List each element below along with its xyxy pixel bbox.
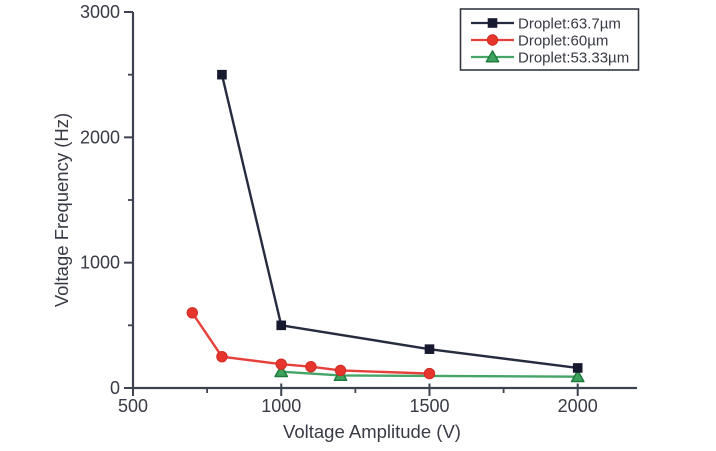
square-marker-icon-s0-p2 [424,344,435,354]
circle-marker-icon-s1-p3 [305,360,317,373]
circle-marker-icon-s1-p1 [216,350,228,363]
triangle-marker-icon-s2-p2 [570,369,585,383]
series-line-0 [220,74,578,370]
square-marker-icon-legend0 [487,18,498,28]
square-marker-icon-s0-p0 [217,69,227,80]
legend-label: Droplet:60µm [518,33,608,50]
y-axis-title: Voltage Frequency (Hz) [51,113,72,307]
triangle-marker-icon-s2-p0 [274,364,289,378]
y-tick-label: 3000 [80,2,120,22]
circle-marker-icon-s1-p4 [334,364,347,377]
x-axis-title: Voltage Amplitude (V) [283,421,461,442]
circle-marker-icon-legend1 [486,34,499,46]
square-marker-icon-s0-p1 [276,320,287,331]
series-line-1 [191,312,430,375]
square-marker-icon-s0-p3 [572,363,583,373]
circle-marker-icon-s1-p2 [275,358,287,370]
y-tick-label: 1000 [80,253,120,273]
legend-label: Droplet:63.7µm [518,16,621,33]
triangle-marker-icon-legend2 [485,50,500,63]
y-tick-label: 2000 [80,127,120,147]
circle-marker-icon-s1-p5 [423,367,436,380]
circle-marker-icon-s1-p0 [186,307,198,319]
y-tick-label: 0 [110,378,120,398]
legend-label: Droplet:53.33µm [518,50,629,67]
x-tick-label: 500 [118,396,148,416]
x-tick-label: 2000 [558,396,598,416]
x-tick-label: 1000 [261,396,301,416]
x-tick-label: 1500 [409,396,449,416]
